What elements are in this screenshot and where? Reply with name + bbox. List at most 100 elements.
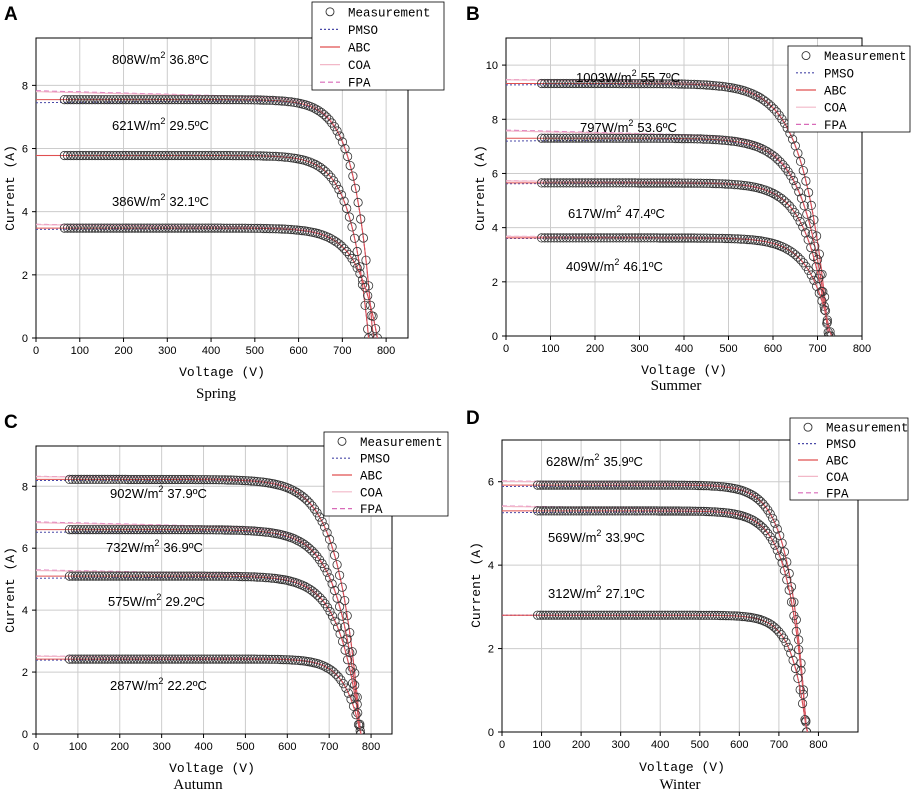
measurement-point — [222, 95, 232, 105]
measurement-point — [317, 516, 327, 527]
season-caption: Winter — [659, 777, 700, 793]
series-curve — [36, 90, 378, 338]
measurement-point — [796, 665, 806, 676]
measurement-point — [809, 275, 819, 285]
measurement-point — [225, 95, 235, 105]
measurement-point — [75, 95, 85, 105]
legend-label: FPA — [826, 487, 849, 501]
y-axis-label: Current (A) — [473, 145, 488, 231]
x-tick-label: 300 — [630, 343, 648, 355]
measurement-point — [342, 246, 352, 257]
curve-label-temperature: 27.1ºC — [605, 586, 644, 601]
measurement-point — [170, 223, 180, 233]
measurement-point — [540, 233, 550, 243]
measurement-point — [549, 233, 559, 243]
measurement-point — [164, 95, 174, 105]
measurement-point — [630, 79, 640, 89]
measurement-point — [580, 233, 590, 243]
curve-label-irradiance: 902W/m — [110, 486, 158, 501]
measurement-point — [211, 571, 221, 581]
measurement-point — [191, 223, 201, 233]
measurement-point — [655, 133, 665, 143]
measurement-point — [583, 178, 593, 188]
measurement-point — [564, 178, 575, 188]
measurement-point — [593, 133, 603, 143]
curve-label-irradiance: 287W/m — [110, 678, 158, 693]
measurement-point — [182, 95, 192, 105]
measurement-point — [293, 655, 303, 666]
measurement-point — [586, 233, 597, 243]
legend-box — [311, 1, 445, 91]
curve-label-temperature: 36.8ºC — [169, 52, 208, 67]
measurement-point — [133, 223, 143, 233]
x-tick-label: 100 — [71, 345, 89, 357]
measurement-point — [549, 133, 559, 143]
measurement-point — [811, 262, 821, 272]
x-tick-label: 800 — [377, 345, 395, 357]
legend: Measurement PMSO ABC COA FPA — [323, 431, 449, 517]
coa-fit-line — [36, 154, 370, 338]
measurement-point — [800, 228, 811, 238]
measurement-point — [614, 233, 625, 243]
measurement-point — [120, 524, 130, 535]
measurement-point — [304, 498, 315, 508]
legend-label: PMSO — [826, 438, 856, 452]
measurement-point — [193, 525, 204, 535]
measurement-point — [222, 223, 232, 233]
measurement-point — [129, 654, 139, 664]
measurement-point — [714, 81, 724, 91]
measurement-point — [234, 95, 244, 105]
measurement-point — [769, 104, 779, 114]
panel-letter: B — [466, 4, 480, 25]
measurement-point — [237, 95, 247, 105]
measurement-point — [677, 134, 687, 144]
measurement-point — [322, 528, 332, 538]
measurement-point — [811, 281, 822, 291]
measurement-point — [642, 178, 653, 188]
measurement-point — [185, 95, 195, 105]
measurement-point — [223, 525, 233, 535]
measurement-point — [196, 525, 206, 535]
measurement-point — [711, 135, 721, 145]
panel-a: 0 100 200 300 400 500 600 700 800 0 2 4 6 8 Voltage (V… — [3, 1, 445, 402]
measurement-point — [118, 223, 128, 233]
x-axis-label: Voltage (V) — [179, 365, 265, 380]
measurement-point — [342, 611, 352, 621]
curve-label-temperature: 29.5ºC — [169, 118, 208, 133]
measurement-point — [788, 655, 798, 665]
measurement-point — [197, 223, 207, 233]
measurement-point — [798, 222, 808, 232]
measurement-point — [237, 571, 248, 582]
measurement-point — [87, 150, 97, 161]
measurement-point — [210, 223, 220, 233]
measurement-point — [277, 224, 287, 234]
measurement-point — [144, 524, 154, 535]
measurement-point — [801, 176, 811, 186]
curve-label: 732W/m2 36.9ºC — [106, 538, 203, 555]
abc-fit-line — [36, 227, 378, 338]
measurement-point — [249, 95, 259, 105]
measurement-point — [258, 95, 269, 105]
measurement-point — [702, 80, 712, 90]
measurement-point — [328, 667, 338, 677]
measurement-point — [283, 152, 293, 162]
measurement-point — [589, 78, 600, 89]
measurement-point — [750, 90, 760, 100]
measurement-point — [793, 148, 803, 158]
measurement-point — [108, 150, 119, 161]
measurement-point — [141, 474, 151, 485]
measurement-point — [216, 223, 226, 233]
measurement-point — [75, 223, 85, 233]
x-axis-label: Voltage (V) — [639, 760, 725, 775]
measurement-point — [229, 475, 239, 485]
legend-label: COA — [826, 471, 849, 485]
measurement-point — [164, 571, 174, 581]
measurement-point — [154, 150, 164, 161]
measurement-point — [214, 654, 224, 664]
measurement-point — [540, 178, 550, 188]
measurement-point — [302, 583, 312, 593]
measurement-point — [800, 714, 810, 725]
measurement-point — [670, 233, 681, 243]
measurement-point — [222, 150, 232, 161]
curve-label-superscript: 2 — [628, 118, 633, 128]
